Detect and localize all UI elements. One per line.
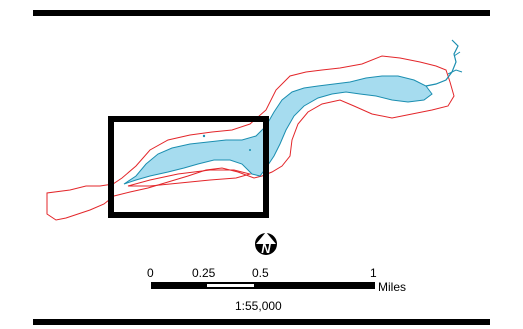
scale-tick-0.5: 0.5: [252, 266, 269, 280]
scale-tick-0.25: 0.25: [192, 266, 216, 280]
bottom-frame-line: [33, 319, 490, 325]
boundary-inner-notch: [127, 169, 252, 187]
scale-unit-label: Miles: [378, 280, 407, 294]
pond: [202, 134, 206, 138]
north-arrow-icon: N: [255, 232, 277, 256]
lake-water-body: [123, 75, 433, 185]
river-channel: [425, 39, 459, 87]
pond: [249, 149, 251, 151]
extent-indicator-rectangle: [108, 116, 269, 218]
boundary-outline: [46, 55, 455, 221]
scale-tick-1: 1: [370, 266, 377, 280]
north-arrow-letter: N: [261, 241, 271, 256]
river-tributary: [447, 51, 463, 75]
top-frame-line: [33, 10, 490, 16]
scale-bar: [151, 282, 375, 289]
scale-ratio: 1:55,000: [235, 299, 282, 313]
scale-tick-0: 0: [147, 266, 154, 280]
